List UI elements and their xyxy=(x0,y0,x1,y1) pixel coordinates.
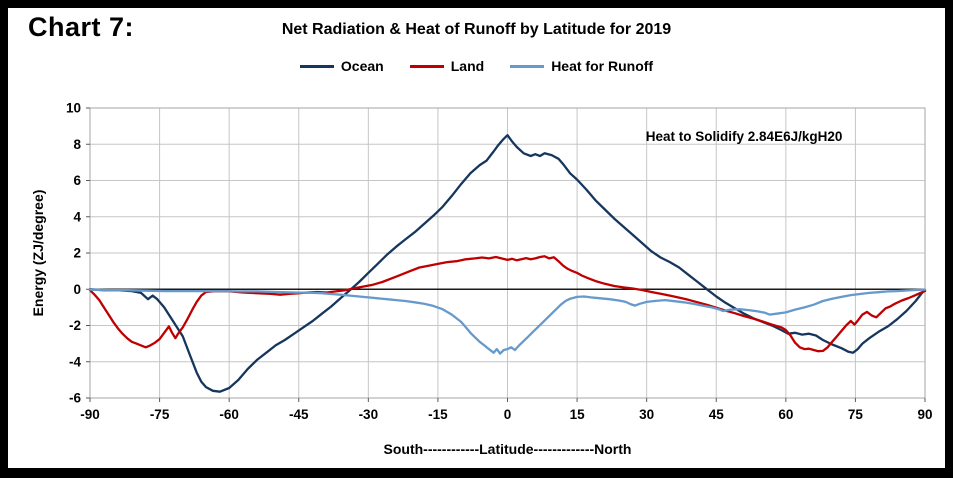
y-tick-label: -6 xyxy=(69,391,81,406)
x-tick-label: -45 xyxy=(289,407,309,422)
land-line xyxy=(88,255,927,353)
y-tick-label: 4 xyxy=(73,209,81,224)
ocean-line xyxy=(88,134,927,393)
x-tick-label: -15 xyxy=(428,407,448,422)
legend-label-land: Land xyxy=(450,58,485,74)
x-tick-label: 30 xyxy=(639,407,654,422)
x-tick-label: -90 xyxy=(80,407,100,422)
x-tick-label: 60 xyxy=(778,407,793,422)
y-tick-label: 6 xyxy=(73,173,81,188)
chart-canvas: Chart 7: Net Radiation & Heat of Runoff … xyxy=(8,8,945,468)
y-tick-label: 8 xyxy=(73,137,81,152)
legend-swatch-heat-for-runoff xyxy=(510,64,545,68)
legend-item-land: Land xyxy=(409,58,485,74)
legend-swatch-land xyxy=(409,64,444,68)
legend-label-ocean: Ocean xyxy=(340,58,384,74)
legend-label-heat-for-runoff: Heat for Runoff xyxy=(551,58,654,74)
x-axis-title: South------------Latitude-------------No… xyxy=(383,441,632,457)
chart-svg: -90 -75 -60 -45 -30 -15 0 15 30 45 60 75 90 -6 -4 -2 0 2 4… xyxy=(66,101,933,423)
x-tick-label: 15 xyxy=(570,407,586,422)
y-tick-label: 10 xyxy=(66,101,81,116)
annotation-text: Heat to Solidify 2.84E6J/kgH20 xyxy=(646,129,843,144)
heat-for-runoff-line xyxy=(88,288,927,355)
y-tick-label: -2 xyxy=(69,318,81,333)
legend-item-heat-for-runoff: Heat for Runoff xyxy=(510,58,653,74)
legend-swatch-ocean xyxy=(299,64,334,68)
y-axis-title: Energy (ZJ/degree) xyxy=(30,189,46,317)
y-tick-label: 0 xyxy=(73,282,81,297)
chart-number-label: Chart 7: xyxy=(28,12,135,42)
chart-title: Net Radiation & Heat of Runoff by Latitu… xyxy=(281,21,672,38)
y-tick-label: 2 xyxy=(73,246,81,261)
x-tick-label: -30 xyxy=(359,407,379,422)
x-tick-label: 75 xyxy=(848,407,864,422)
legend-item-ocean: Ocean xyxy=(299,58,384,74)
x-tick-label: 45 xyxy=(709,407,725,422)
y-tick-label: -4 xyxy=(69,354,81,369)
legend: Ocean Land Heat for Runoff xyxy=(8,58,945,74)
x-tick-label: -75 xyxy=(150,407,170,422)
x-tick-label: 90 xyxy=(917,407,932,422)
x-tick-label: 0 xyxy=(504,407,512,422)
x-tick-label: -60 xyxy=(219,407,239,422)
